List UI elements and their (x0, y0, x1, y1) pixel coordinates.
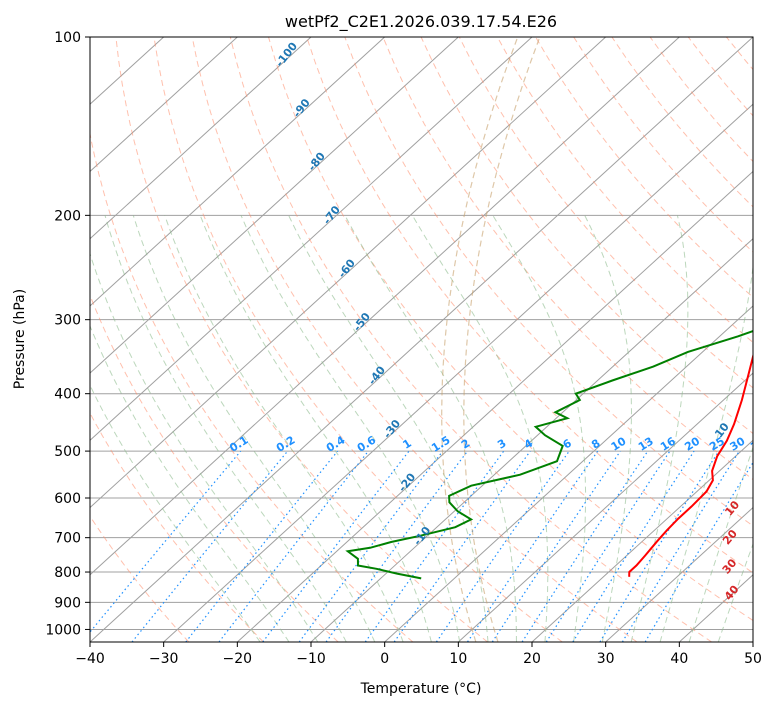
mixing-ratio-line (644, 461, 753, 642)
moist-adiabat-line (584, 215, 633, 642)
isotherm-line (605, 506, 753, 642)
mixing-ratio-line (185, 450, 339, 642)
isotherm-line (384, 305, 753, 642)
x-tick-label: 40 (670, 651, 688, 667)
isotherm-line (531, 439, 753, 642)
moist-adiabat-line (411, 215, 549, 642)
moist-adiabat-line (164, 215, 404, 642)
mixing-ratio-line (599, 450, 720, 642)
y-tick-label: 700 (54, 531, 81, 547)
isotherm-line (90, 37, 459, 374)
mixing-ratio-line (621, 450, 740, 642)
mixing-ratio-line (262, 450, 410, 642)
mixing-ratio-line (521, 450, 649, 642)
dry-adiabat-line (496, 37, 753, 344)
isotherm-line (90, 37, 386, 307)
y-tick-label: 900 (54, 595, 81, 611)
chart-title: wetPf2_C2E1.2026.039.17.54.E26 (285, 12, 557, 32)
dry-adiabat-line (268, 37, 753, 622)
temperature-profile-line (628, 352, 753, 577)
y-tick-label: 800 (54, 565, 81, 581)
envelope-line (463, 37, 541, 642)
mixing-ratio-line (435, 450, 570, 642)
moist-adiabat-line (199, 215, 432, 642)
dry-adiabat-line (535, 37, 753, 298)
x-tick-label: 10 (449, 651, 467, 667)
x-tick-label: 30 (597, 651, 615, 667)
y-tick-label: 400 (54, 387, 81, 403)
mixing-ratio-line (131, 450, 289, 642)
dry-adiabat-line (191, 37, 638, 642)
isotherm-line (310, 237, 753, 642)
y-tick-label: 1000 (45, 622, 81, 638)
x-tick-label: 50 (744, 651, 762, 667)
moist-adiabat-line (659, 263, 753, 642)
y-tick-label: 100 (54, 30, 81, 46)
isotherm-line (163, 103, 753, 642)
x-tick-label: −20 (223, 651, 253, 667)
y-tick-label: 300 (54, 313, 81, 329)
isotherm-line (90, 37, 680, 576)
dry-adiabat-line (382, 37, 753, 481)
x-tick-label: −10 (296, 651, 326, 667)
dry-adiabat-line (306, 37, 753, 574)
isotherm-line (236, 170, 753, 642)
dry-adiabat-line (90, 293, 339, 642)
x-tick-label: 20 (523, 651, 541, 667)
plot-frame (89, 36, 754, 643)
dry-adiabat-line (115, 37, 488, 642)
mixing-ratio-line (491, 450, 621, 642)
mixing-ratio-line (572, 450, 695, 642)
mixing-ratio-line (545, 450, 671, 642)
dry-adiabat-line (90, 131, 414, 642)
mixing-ratio-label: 36 (748, 434, 768, 453)
isotherm-line (90, 37, 607, 509)
moist-adiabat-line (90, 324, 290, 642)
y-tick-label: 600 (54, 491, 81, 507)
x-axis-label: Temperature (°C) (360, 681, 482, 697)
x-tick-label: −30 (149, 651, 179, 667)
y-tick-label: 200 (54, 208, 81, 224)
isotherm-line (457, 372, 753, 642)
dry-adiabat-line (153, 37, 563, 642)
dry-adiabat-line (344, 37, 753, 527)
envelope-line (441, 37, 519, 642)
isotherm-line (90, 37, 238, 173)
dry-adiabat-line (229, 37, 712, 642)
x-tick-label: 0 (380, 651, 389, 667)
mixing-ratio-line (466, 450, 599, 642)
moist-adiabat-line (288, 215, 489, 642)
x-tick-label: −40 (75, 651, 105, 667)
dry-adiabat-line (90, 515, 190, 642)
y-tick-label: 500 (54, 444, 81, 460)
dry-adiabat-line (90, 412, 264, 642)
moist-adiabat-line (90, 252, 319, 642)
isotherm-line (90, 37, 533, 442)
moist-adiabat-line (344, 215, 517, 642)
moist-adiabat-line (492, 215, 587, 642)
dewpoint-profile-line (345, 330, 753, 580)
isotherm-line (90, 37, 753, 642)
moist-adiabat-line (132, 215, 376, 642)
y-axis-label: Pressure (hPa) (12, 289, 28, 389)
isotherm-line (90, 37, 312, 240)
moist-adiabat-line (90, 384, 261, 642)
freezing-level-label: 0 (751, 459, 766, 473)
mixing-ratio-line (393, 450, 531, 642)
